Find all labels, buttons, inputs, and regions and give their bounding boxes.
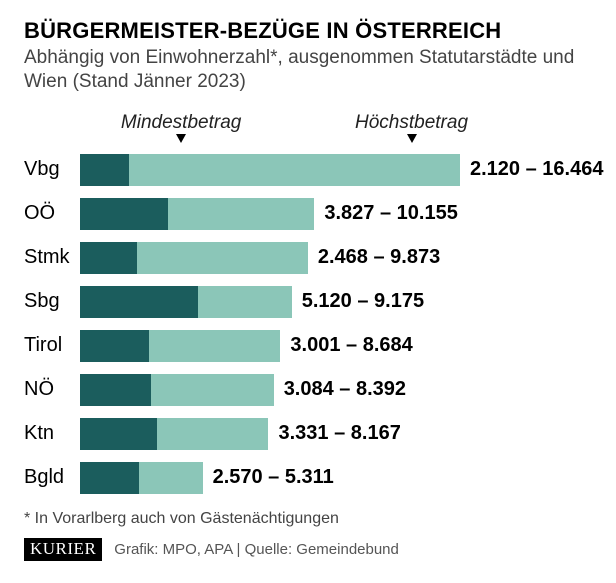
- chart-row: OÖ 3.827 – 10.155: [24, 192, 592, 236]
- chart-subtitle: Abhängig von Einwohnerzahl*, ausgenommen…: [24, 46, 592, 94]
- bar: [80, 418, 268, 450]
- row-value: 3.827 – 10.155: [324, 202, 457, 225]
- chart-row: Sbg 5.120 – 9.175: [24, 280, 592, 324]
- kurier-logo: KURIER: [24, 538, 102, 561]
- chart-row: Bgld 2.570 – 5.311: [24, 456, 592, 500]
- row-value: 2.120 – 16.464: [470, 158, 603, 181]
- row-label: Tirol: [24, 334, 80, 357]
- row-value: 5.120 – 9.175: [302, 290, 424, 313]
- row-value: 3.001 – 8.684: [290, 334, 412, 357]
- chart-title: BÜRGERMEISTER-BEZÜGE IN ÖSTERREICH: [24, 18, 592, 44]
- bar: [80, 330, 280, 362]
- chart-row: NÖ 3.084 – 8.392: [24, 368, 592, 412]
- bar: [80, 198, 314, 230]
- legend-min: Mindestbetrag: [121, 112, 241, 143]
- row-label: Bgld: [24, 466, 80, 489]
- row-label: Sbg: [24, 290, 80, 313]
- row-value: 2.570 – 5.311: [213, 466, 334, 489]
- row-label: Ktn: [24, 422, 80, 445]
- source-line: Grafik: MPO, APA | Quelle: Gemeindebund: [114, 541, 399, 558]
- bar-max: [80, 154, 460, 186]
- bar-min: [80, 242, 137, 274]
- row-value: 3.331 – 8.167: [278, 422, 400, 445]
- bar-min: [80, 198, 168, 230]
- chart-row: Stmk 2.468 – 9.873: [24, 236, 592, 280]
- chart-row: Vbg2.120 – 16.464: [24, 148, 592, 192]
- bar: [80, 286, 292, 318]
- bar-min: [80, 374, 151, 406]
- bar: [80, 374, 274, 406]
- bar-min: [80, 462, 139, 494]
- bar-min: [80, 286, 198, 318]
- bar: [80, 242, 308, 274]
- row-value: 3.084 – 8.392: [284, 378, 406, 401]
- bar-min: [80, 330, 149, 362]
- bar: [80, 154, 460, 186]
- chart-row: Ktn 3.331 – 8.167: [24, 412, 592, 456]
- row-label: Vbg: [24, 158, 80, 181]
- row-label: NÖ: [24, 378, 80, 401]
- row-label: OÖ: [24, 202, 80, 225]
- footer: KURIER Grafik: MPO, APA | Quelle: Gemein…: [24, 538, 592, 561]
- row-label: Stmk: [24, 246, 80, 269]
- legend-max: Höchstbetrag: [355, 112, 468, 143]
- bar-chart: Mindestbetrag Höchstbetrag Vbg2.120 – 16.4…: [24, 112, 592, 500]
- bar: [80, 462, 203, 494]
- footnote: * In Vorarlberg auch von Gästenächtigung…: [24, 510, 592, 528]
- bar-min: [80, 418, 157, 450]
- row-value: 2.468 – 9.873: [318, 246, 440, 269]
- chart-row: Tirol 3.001 – 8.684: [24, 324, 592, 368]
- bar-min: [80, 154, 129, 186]
